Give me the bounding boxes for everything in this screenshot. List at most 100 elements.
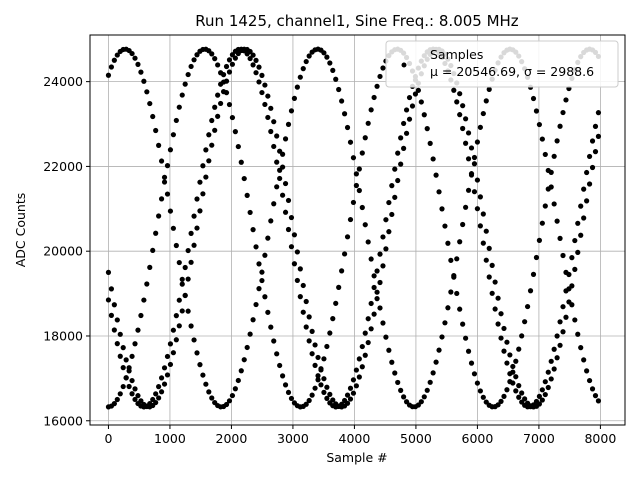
sample-point (226, 101, 233, 108)
sample-point (584, 198, 590, 204)
sample-point (212, 127, 218, 133)
sample-point (188, 323, 194, 329)
sample-point (451, 87, 457, 93)
sample-point (185, 308, 191, 314)
sample-point (315, 373, 321, 379)
sample-point (232, 386, 238, 392)
sample-point (265, 235, 271, 241)
sample-point (167, 147, 174, 153)
sample-point (141, 297, 147, 303)
sample-point (581, 215, 587, 221)
sample-point (321, 356, 327, 362)
sample-point (578, 203, 584, 209)
sample-point (312, 385, 318, 391)
sample-point (353, 367, 359, 373)
sample-point (280, 373, 286, 379)
sample-point (471, 161, 478, 167)
sample-point (460, 103, 466, 109)
sample-point (268, 128, 274, 135)
sample-point (460, 321, 466, 327)
sample-point (465, 156, 472, 162)
sample-point (566, 271, 572, 278)
sample-point (111, 302, 117, 308)
sample-point (274, 133, 280, 139)
sample-point (158, 196, 165, 202)
sample-point (229, 114, 236, 121)
sample-point (501, 325, 507, 332)
sample-point (533, 254, 540, 261)
sample-point (477, 223, 483, 229)
sample-point (274, 351, 280, 357)
sample-point (153, 127, 159, 134)
x-tick-label: 0 (104, 431, 112, 446)
sample-point (471, 371, 478, 377)
sample-point (374, 289, 380, 295)
sample-point (592, 149, 599, 155)
sample-point (194, 196, 200, 202)
sample-point (406, 116, 413, 122)
sample-point (513, 358, 519, 364)
sample-point (135, 61, 141, 67)
sample-point (191, 242, 197, 248)
sample-point (330, 316, 336, 322)
sample-point (215, 62, 221, 68)
sample-point (492, 306, 498, 312)
sample-point (341, 111, 348, 117)
sample-point (395, 177, 401, 184)
sample-point (415, 87, 421, 93)
sample-point (344, 124, 351, 131)
sample-point (120, 345, 126, 351)
sample-point (218, 100, 224, 107)
sample-point (173, 313, 179, 319)
sample-point (507, 352, 513, 358)
sample-point (153, 391, 159, 397)
sample-point (297, 74, 303, 80)
sample-point (150, 113, 156, 120)
sample-point (114, 52, 120, 58)
sample-point (161, 174, 168, 180)
sample-point (575, 220, 581, 226)
sample-point (123, 375, 129, 381)
sample-point (271, 338, 277, 344)
sample-point (519, 390, 525, 396)
sample-point (563, 288, 569, 294)
sample-point (158, 375, 165, 381)
sample-point (256, 79, 262, 85)
sample-point (486, 245, 492, 251)
sample-point (344, 234, 351, 240)
sample-point (380, 320, 386, 326)
sample-point (584, 169, 590, 176)
sample-point (285, 226, 292, 233)
sample-point (259, 277, 265, 284)
sample-point (386, 199, 392, 206)
sample-point (359, 343, 365, 350)
sample-point (285, 197, 292, 204)
sample-point (223, 90, 230, 96)
sample-point (164, 163, 171, 169)
sample-point (418, 399, 424, 405)
sample-point (557, 342, 563, 348)
sample-point (185, 276, 191, 282)
sample-point (341, 397, 348, 404)
sample-point (495, 295, 501, 301)
sample-point (377, 73, 383, 80)
sample-point (161, 381, 168, 387)
sample-point (238, 368, 244, 374)
sample-point (533, 398, 540, 405)
sample-point (380, 234, 386, 240)
sample-point (288, 214, 295, 221)
sample-point (498, 311, 504, 317)
sample-point (460, 125, 466, 132)
sample-point (297, 266, 303, 272)
x-axis-ticks: 0 1000 2000 3000 4000 5000 6000 7000 8000 (104, 425, 616, 446)
sample-point (253, 70, 259, 76)
sample-point (386, 229, 392, 235)
sample-point (356, 356, 362, 362)
sample-point (126, 365, 132, 371)
sample-point (465, 130, 472, 136)
sample-point (554, 138, 560, 144)
sample-point (277, 175, 283, 182)
sample-point (114, 317, 120, 323)
sample-point (566, 299, 572, 305)
x-tick-label: 1000 (154, 431, 186, 446)
